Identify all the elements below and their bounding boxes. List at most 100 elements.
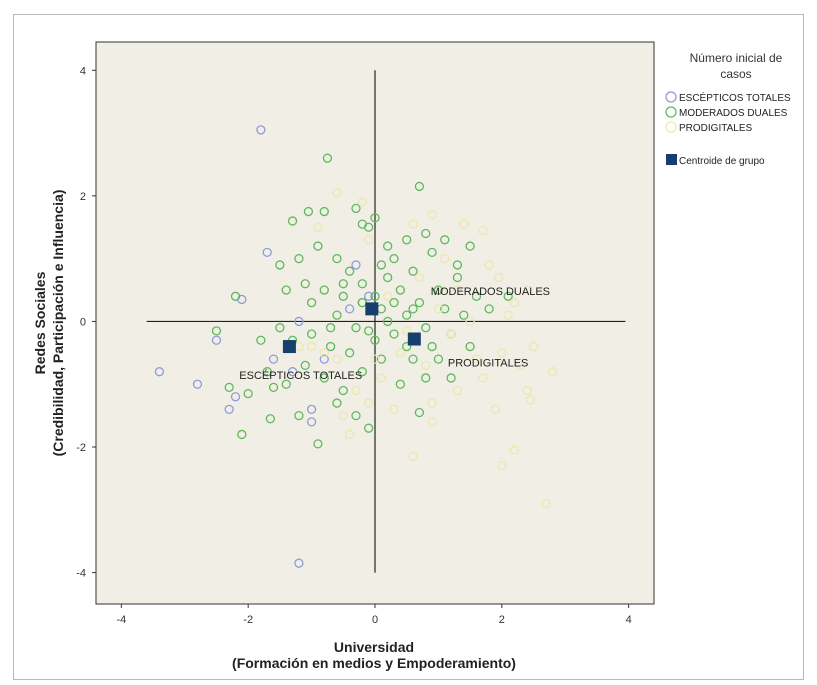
- data-point: [230, 291, 241, 301]
- data-point: [484, 260, 494, 270]
- data-point: [440, 253, 450, 264]
- y-tick-label: -2: [76, 442, 86, 454]
- data-point: [344, 266, 355, 276]
- data-point: [471, 354, 482, 364]
- data-point: [376, 373, 386, 383]
- data-point: [364, 291, 374, 301]
- data-point: [446, 329, 456, 339]
- data-point: [370, 291, 380, 301]
- data-point: [452, 285, 463, 295]
- data-point: [211, 335, 222, 345]
- data-point: [319, 348, 329, 358]
- data-point: [357, 279, 367, 289]
- data-point: [319, 373, 329, 383]
- data-point: [408, 354, 418, 364]
- data-point: [294, 558, 304, 568]
- y-axis-subtitle: (Credibilidad, Participación e Influenci…: [50, 190, 66, 457]
- data-point: [383, 241, 393, 251]
- data-point: [408, 304, 418, 314]
- data-point: [433, 304, 444, 314]
- data-point: [408, 219, 418, 229]
- y-tick-label: -4: [76, 568, 86, 580]
- legend-items: ESCÉPTICOS TOTALES MODERADOS DUALES PRODIG…: [665, 91, 791, 167]
- data-point: [319, 206, 329, 217]
- data-point: [395, 379, 406, 389]
- data-point: [224, 404, 234, 414]
- data-point: [243, 388, 253, 399]
- y-tick-label: 0: [80, 316, 86, 328]
- data-point: [357, 219, 367, 229]
- data-point: [421, 228, 431, 239]
- data-point: [433, 354, 444, 364]
- data-points: [154, 125, 558, 568]
- centroid-point: [365, 302, 379, 316]
- x-tick-label: -4: [116, 614, 126, 626]
- data-point: [268, 382, 279, 393]
- data-point: [497, 348, 507, 358]
- x-tick-label: 2: [499, 614, 505, 626]
- data-point: [383, 291, 393, 301]
- data-point: [357, 197, 367, 207]
- data-point: [319, 354, 329, 364]
- legend-circle-marker: [665, 106, 677, 118]
- data-point: [275, 260, 285, 270]
- data-point: [306, 404, 317, 414]
- data-point: [402, 341, 412, 352]
- data-point: [211, 326, 222, 336]
- data-point: [256, 335, 266, 345]
- data-point: [300, 360, 310, 371]
- data-point: [402, 310, 412, 320]
- data-point: [351, 260, 361, 270]
- data-point: [287, 216, 298, 226]
- data-point: [414, 407, 425, 418]
- data-point: [465, 341, 475, 352]
- data-point: [306, 417, 317, 427]
- data-point: [493, 272, 504, 283]
- group-label: ESCÉPTICOS TOTALES: [239, 369, 362, 382]
- data-point: [528, 341, 539, 352]
- data-point: [522, 385, 532, 396]
- legend-label: Centroide de grupo: [679, 156, 765, 167]
- data-point: [313, 241, 323, 251]
- data-point: [351, 385, 361, 396]
- data-point: [497, 461, 507, 471]
- data-point: [281, 379, 291, 389]
- centroid-point: [282, 340, 296, 354]
- data-point: [287, 367, 298, 377]
- data-point: [303, 206, 314, 217]
- data-point: [408, 451, 418, 462]
- data-point: [389, 253, 399, 264]
- group-annotations: MODERADOS DUALES PRODIGITALES ESCÉPTICOS T…: [239, 286, 550, 382]
- data-point: [395, 285, 406, 295]
- data-point: [471, 291, 482, 301]
- data-point: [294, 253, 304, 264]
- x-axis-title: Universidad: [334, 639, 414, 655]
- data-point: [364, 398, 374, 408]
- data-point: [338, 410, 348, 421]
- data-point: [383, 316, 393, 327]
- data-point: [322, 153, 333, 163]
- data-point: [516, 360, 526, 371]
- legend-title-line1: Número inicial de: [690, 51, 783, 65]
- data-point: [332, 188, 342, 198]
- data-point: [440, 235, 450, 245]
- data-point: [459, 310, 469, 320]
- data-point: [275, 323, 285, 333]
- x-axis-subtitle: (Formación en medios y Empoderamiento): [232, 655, 516, 671]
- data-point: [237, 429, 247, 440]
- data-point: [421, 323, 431, 333]
- data-point: [459, 219, 469, 229]
- data-point: [306, 329, 317, 339]
- data-point: [503, 291, 513, 301]
- data-point: [325, 341, 336, 352]
- data-point: [256, 125, 266, 135]
- x-tick-label: 4: [626, 614, 632, 626]
- data-point: [421, 360, 431, 371]
- data-point: [402, 235, 412, 245]
- data-point: [389, 329, 399, 339]
- data-point: [383, 272, 393, 283]
- data-point: [344, 348, 355, 358]
- data-point: [294, 316, 304, 327]
- data-point: [446, 373, 456, 383]
- data-point: [389, 404, 399, 414]
